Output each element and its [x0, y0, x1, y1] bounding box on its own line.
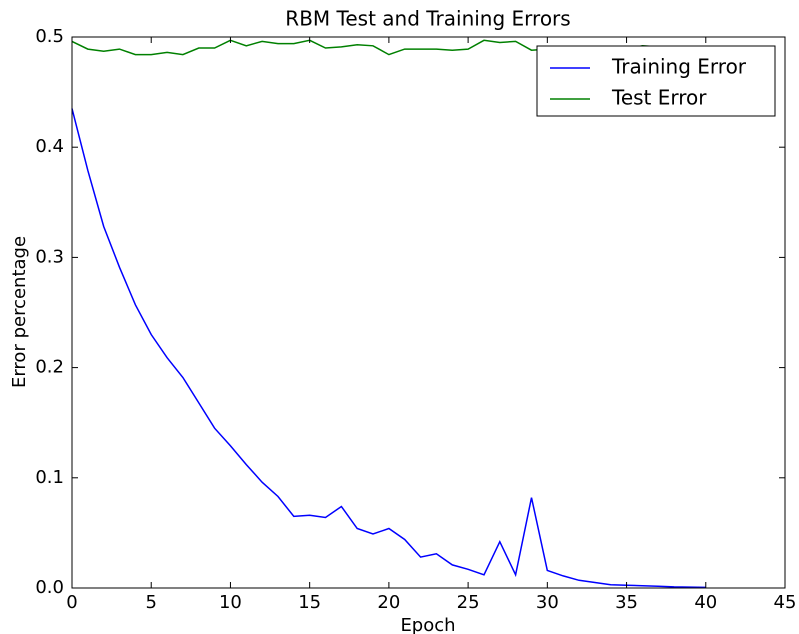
x-tick-label: 10 — [219, 592, 242, 613]
legend-box — [536, 45, 776, 117]
y-tick-label: 0.4 — [35, 136, 64, 157]
x-tick-label: 15 — [298, 592, 321, 613]
y-tick-label: 0.1 — [35, 467, 64, 488]
x-axis-label: Epoch — [400, 615, 455, 634]
y-tick-label: 0.0 — [35, 577, 64, 598]
series-line — [71, 108, 706, 589]
legend-label: Training Error — [611, 55, 747, 79]
x-tick-label: 25 — [457, 592, 480, 613]
y-tick-label: 0.3 — [35, 246, 64, 267]
y-tick-label: 0.2 — [35, 357, 64, 378]
x-tick-label: 40 — [694, 592, 717, 613]
y-tick-label: 0.5 — [35, 26, 64, 47]
x-tick-label: 45 — [774, 592, 797, 613]
chart-title: RBM Test and Training Errors — [285, 7, 570, 31]
legend-label: Test Error — [611, 86, 707, 110]
x-tick-label: 35 — [615, 592, 638, 613]
x-tick-label: 20 — [377, 592, 400, 613]
plot-frame — [71, 36, 786, 589]
x-tick-label: 30 — [536, 592, 559, 613]
x-tick-label: 0 — [66, 592, 77, 613]
y-axis-label: Error percentage — [9, 236, 30, 388]
x-tick-label: 5 — [145, 592, 156, 613]
